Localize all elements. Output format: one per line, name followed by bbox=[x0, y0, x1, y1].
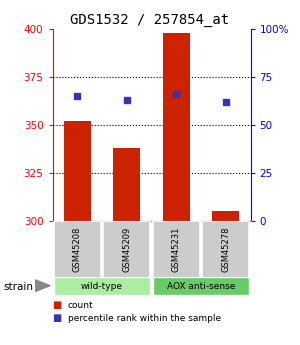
Text: ■: ■ bbox=[52, 314, 62, 323]
Text: wild-type: wild-type bbox=[81, 282, 123, 290]
Bar bbox=[163, 33, 190, 221]
Bar bbox=[103, 221, 150, 278]
Text: percentile rank within the sample: percentile rank within the sample bbox=[68, 314, 220, 323]
Bar bbox=[212, 211, 239, 221]
Bar bbox=[153, 221, 200, 278]
Bar bbox=[64, 121, 91, 221]
Text: GSM45208: GSM45208 bbox=[73, 227, 82, 272]
Text: GSM45209: GSM45209 bbox=[122, 227, 131, 272]
Bar bbox=[202, 221, 249, 278]
Text: GDS1532 / 257854_at: GDS1532 / 257854_at bbox=[70, 13, 230, 27]
Text: GSM45231: GSM45231 bbox=[172, 227, 181, 272]
Text: ■: ■ bbox=[52, 300, 62, 310]
Bar bbox=[54, 221, 101, 278]
Polygon shape bbox=[35, 280, 50, 292]
Text: AOX anti-sense: AOX anti-sense bbox=[167, 282, 235, 290]
Text: strain: strain bbox=[3, 282, 33, 292]
Bar bbox=[54, 277, 150, 295]
Text: GSM45278: GSM45278 bbox=[221, 227, 230, 272]
Bar bbox=[153, 277, 249, 295]
Text: count: count bbox=[68, 301, 93, 310]
Bar bbox=[113, 148, 140, 221]
